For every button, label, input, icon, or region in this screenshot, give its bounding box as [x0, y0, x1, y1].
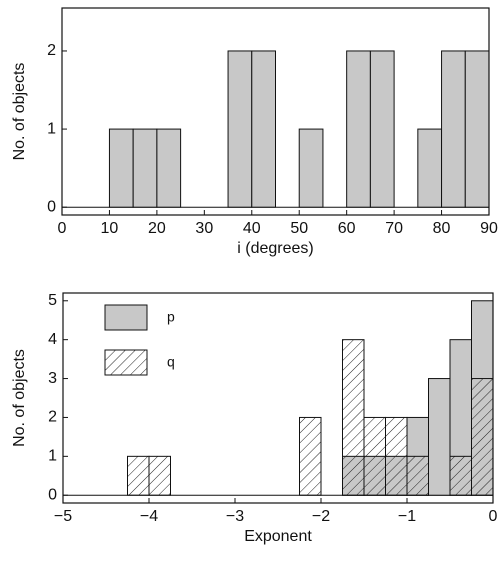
legend-swatch	[104, 349, 148, 376]
x-tick-label: 80	[433, 220, 451, 237]
x-tick-label: 90	[480, 220, 498, 237]
bar	[441, 50, 466, 208]
y-tick-label: 4	[48, 331, 57, 348]
bar	[385, 416, 408, 496]
y-axis-label: No. of objects	[11, 349, 28, 447]
y-tick-label: 3	[48, 370, 57, 387]
x-tick-label: 20	[148, 220, 166, 237]
y-tick-label: 2	[48, 409, 57, 426]
plot-frame	[61, 7, 490, 216]
plot-frame	[62, 292, 494, 504]
x-tick-label: 70	[385, 220, 403, 237]
x-axis-label: Exponent	[244, 528, 312, 545]
bar	[363, 416, 386, 496]
x-axis-label: i (degrees)	[237, 240, 313, 257]
x-tick-label: 10	[101, 220, 119, 237]
bar	[342, 339, 365, 496]
y-axis-label: No. of objects	[11, 63, 28, 161]
legend-label: q	[167, 354, 175, 370]
y-tick-label: 2	[47, 42, 56, 59]
bar	[417, 128, 443, 208]
bar	[156, 128, 182, 208]
bar	[251, 50, 276, 208]
x-tick-label: 0	[489, 508, 498, 525]
x-tick-label: −5	[54, 508, 72, 525]
bar	[471, 378, 494, 496]
bar	[449, 455, 472, 496]
bar	[299, 416, 322, 496]
legend-label: p	[167, 309, 175, 325]
x-tick-label: −3	[226, 508, 244, 525]
x-tick-label: 40	[243, 220, 261, 237]
bar	[108, 128, 134, 208]
bar	[127, 455, 150, 496]
x-tick-label: 60	[338, 220, 356, 237]
bar	[298, 128, 324, 208]
bar	[132, 128, 158, 208]
bar	[148, 455, 171, 496]
bar	[406, 455, 429, 496]
bar	[346, 50, 371, 208]
y-tick-label: 0	[47, 198, 56, 215]
bar	[428, 378, 451, 496]
bar	[227, 50, 253, 208]
y-tick-label: 1	[47, 120, 56, 137]
y-tick-label: 1	[48, 448, 57, 465]
x-tick-label: 30	[195, 220, 213, 237]
x-tick-label: −1	[398, 508, 416, 525]
bar	[369, 50, 395, 208]
y-tick-label: 5	[48, 292, 57, 309]
bar	[464, 50, 490, 208]
x-tick-label: 50	[290, 220, 308, 237]
legend-swatch	[104, 304, 148, 331]
x-tick-label: 0	[58, 220, 67, 237]
y-tick-label: 0	[48, 486, 57, 503]
x-tick-label: −4	[140, 508, 158, 525]
x-tick-label: −2	[312, 508, 330, 525]
